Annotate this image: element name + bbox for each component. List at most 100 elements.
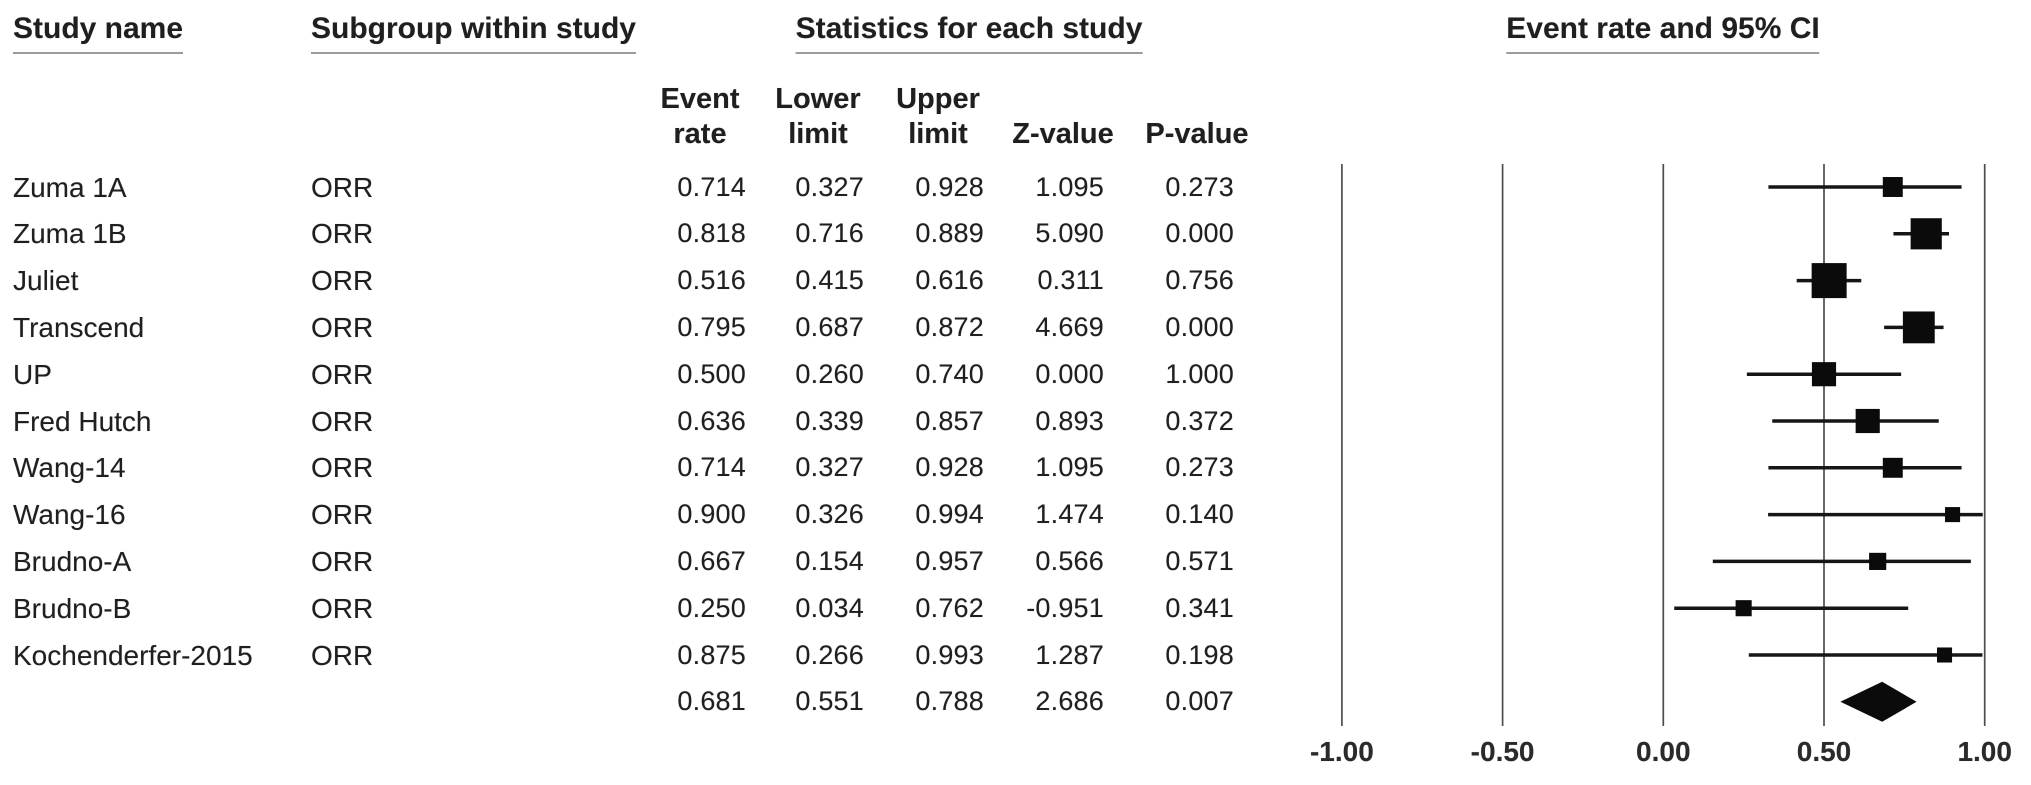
- study-name-cell: Wang-16: [13, 499, 126, 531]
- event-rate-square: [1869, 552, 1887, 570]
- study-name-cell: Fred Hutch: [13, 405, 152, 437]
- lower-limit-cell: 0.339: [795, 405, 864, 436]
- upper-limit-cell: 0.994: [915, 499, 984, 530]
- x-axis-tick-label: 0.50: [1796, 736, 1852, 767]
- study-name-cell: Zuma 1A: [13, 171, 127, 203]
- subgroup-cell: ORR: [311, 639, 374, 671]
- event-rate-cell: 0.714: [677, 171, 746, 202]
- lower-limit-cell: 0.260: [795, 358, 864, 389]
- column-group-header-study-name: Study name: [13, 12, 184, 54]
- p-value-cell: 0.372: [1165, 405, 1234, 436]
- column-header-lower-limit-line2: limit: [788, 118, 848, 150]
- column-header-event-rate-line1: Event: [660, 83, 740, 115]
- lower-limit-cell: 0.327: [795, 452, 864, 483]
- subgroup-cell: ORR: [311, 265, 374, 297]
- study-name-cell: Brudno-A: [13, 545, 132, 577]
- column-group-header-statistics: Statistics for each study: [795, 12, 1143, 54]
- event-rate-square: [1945, 507, 1961, 523]
- p-value-cell: 1.000: [1165, 358, 1234, 389]
- x-axis-tick-label: 1.00: [1957, 736, 2012, 767]
- column-header-p-value-line1: [1102, 82, 1292, 117]
- subgroup-cell: ORR: [311, 358, 374, 390]
- p-value-cell: 0.140: [1165, 499, 1234, 530]
- subgroup-cell: ORR: [311, 405, 374, 437]
- p-value-cell: 0.007: [1165, 686, 1234, 717]
- upper-limit-cell: 0.762: [915, 592, 984, 623]
- study-row: Juliet ORR 0.516 0.415 0.616 0.311 0.756: [0, 257, 1300, 304]
- study-row: Zuma 1A ORR 0.714 0.327 0.928 1.095 0.273: [0, 164, 1300, 211]
- column-header-lower-limit: Lower limit: [723, 82, 913, 152]
- column-header-event-rate-line2: rate: [673, 118, 727, 150]
- lower-limit-cell: 0.716: [795, 218, 864, 249]
- event-rate-cell: 0.667: [677, 545, 746, 576]
- study-name-cell: Kochenderfer-2015: [13, 639, 253, 671]
- upper-limit-cell: 0.857: [915, 405, 984, 436]
- study-row: Brudno-B ORR 0.250 0.034 0.762 -0.951 0.341: [0, 585, 1300, 632]
- event-rate-cell: 0.250: [677, 592, 746, 623]
- lower-limit-cell: 0.326: [795, 499, 864, 530]
- z-value-cell: 0.000: [1035, 358, 1104, 389]
- z-value-cell: 1.095: [1035, 171, 1104, 202]
- event-rate-cell: 0.516: [677, 265, 746, 296]
- z-value-cell: 1.095: [1035, 452, 1104, 483]
- subgroup-cell: ORR: [311, 311, 374, 343]
- p-value-cell: 0.756: [1165, 265, 1234, 296]
- summary-row: 0.681 0.551 0.788 2.686 0.007: [0, 678, 1300, 725]
- column-header-z-value-line2: Z-value: [1012, 118, 1114, 150]
- subgroup-cell: ORR: [311, 452, 374, 484]
- event-rate-square: [1882, 177, 1903, 197]
- study-row: Wang-14 ORR 0.714 0.327 0.928 1.095 0.273: [0, 444, 1300, 491]
- subgroup-cell: ORR: [311, 218, 374, 250]
- upper-limit-cell: 0.993: [915, 639, 984, 670]
- subgroup-cell: ORR: [311, 592, 374, 624]
- column-header-upper-limit-line1: Upper: [896, 83, 980, 115]
- study-name-cell: Juliet: [13, 265, 79, 297]
- event-rate-square: [1811, 263, 1847, 299]
- column-group-header-event-rate-ci: Event rate and 95% CI: [1506, 12, 1820, 54]
- event-rate-square: [1937, 647, 1953, 663]
- lower-limit-cell: 0.034: [795, 592, 864, 623]
- x-axis-tick-label: -0.50: [1470, 736, 1535, 767]
- p-value-cell: 0.341: [1165, 592, 1234, 623]
- event-rate-cell: 0.681: [677, 686, 746, 717]
- lower-limit-cell: 0.551: [795, 686, 864, 717]
- column-header-lower-limit-line1: Lower: [775, 83, 861, 115]
- event-rate-square: [1855, 408, 1880, 434]
- study-row: Kochenderfer-2015 ORR 0.875 0.266 0.993 1.287…: [0, 632, 1300, 679]
- summary-diamond: [1840, 681, 1917, 722]
- event-rate-cell: 0.636: [677, 405, 746, 436]
- event-rate-square: [1882, 457, 1903, 478]
- study-row: Zuma 1B ORR 0.818 0.716 0.889 5.090 0.000: [0, 210, 1300, 257]
- column-header-upper-limit: Upper limit: [843, 82, 1033, 152]
- study-row: UP ORR 0.500 0.260 0.740 0.000 1.000: [0, 351, 1300, 398]
- z-value-cell: 1.474: [1035, 499, 1104, 530]
- column-header-z-value: Z-value: [968, 82, 1158, 152]
- lower-limit-cell: 0.687: [795, 311, 864, 342]
- upper-limit-cell: 0.957: [915, 545, 984, 576]
- event-rate-square: [1910, 218, 1942, 250]
- event-rate-cell: 0.500: [677, 358, 746, 389]
- p-value-cell: 0.273: [1165, 452, 1234, 483]
- x-axis-tick-label: 0.00: [1636, 736, 1691, 767]
- study-name-cell: Wang-14: [13, 452, 126, 484]
- event-rate-square: [1902, 311, 1935, 344]
- lower-limit-cell: 0.154: [795, 545, 864, 576]
- z-value-cell: 0.311: [1037, 265, 1104, 296]
- event-rate-cell: 0.795: [677, 311, 746, 342]
- event-rate-cell: 0.875: [677, 639, 746, 670]
- p-value-cell: 0.571: [1165, 545, 1234, 576]
- z-value-cell: 4.669: [1035, 311, 1104, 342]
- event-rate-cell: 0.900: [677, 499, 746, 530]
- event-rate-cell: 0.818: [677, 218, 746, 249]
- event-rate-cell: 0.714: [677, 452, 746, 483]
- upper-limit-cell: 0.740: [915, 358, 984, 389]
- z-value-cell: 0.893: [1035, 405, 1104, 436]
- lower-limit-cell: 0.266: [795, 639, 864, 670]
- study-name-cell: Brudno-B: [13, 592, 132, 624]
- study-name-cell: UP: [13, 358, 52, 390]
- upper-limit-cell: 0.928: [915, 452, 984, 483]
- event-rate-square: [1735, 600, 1752, 617]
- study-name-cell: Transcend: [13, 311, 145, 343]
- study-row: Wang-16 ORR 0.900 0.326 0.994 1.474 0.140: [0, 491, 1300, 538]
